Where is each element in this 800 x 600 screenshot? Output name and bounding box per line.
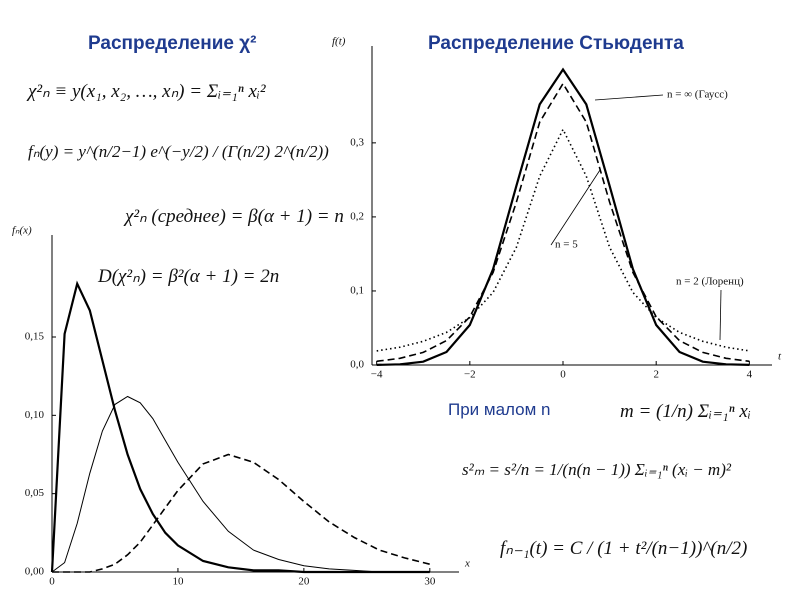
y-tick-label: 0,10 (25, 409, 45, 421)
formula: s²ₘ = s²/n = 1/(n(n − 1)) Σᵢ₌₁ⁿ (xᵢ − m)… (462, 460, 731, 479)
curve (51, 395, 430, 573)
y-tick-label: 0,00 (25, 566, 45, 578)
formula: χ²ₙ ≡ y(x₁, x₂, …, xₙ) = Σᵢ₌₁ⁿ xᵢ² (28, 81, 266, 102)
note: При малом n (448, 400, 551, 419)
x-tick-label: −4 (371, 369, 383, 381)
x-tick-label: 2 (653, 369, 659, 381)
y-tick-label: 0,15 (25, 331, 45, 343)
heading: Распределение Стьюдента (428, 33, 684, 54)
curve (376, 127, 750, 352)
x-tick-label: 0 (49, 576, 55, 588)
formula: fₙ₋₁(t) = C / (1 + t²/(n−1))^(n/2) (500, 538, 748, 559)
arrow (550, 169, 601, 246)
x-tick-label: 0 (560, 369, 566, 381)
legend-label: n = 2 (Лоренц) (676, 276, 744, 288)
curve (376, 82, 750, 363)
formula: χ²ₙ (среднее) = β(α + 1) = n (125, 206, 344, 227)
y-tick-label: 0,2 (350, 210, 364, 222)
curve (52, 453, 430, 573)
legend-label: n = ∞ (Гаусс) (667, 89, 728, 101)
heading: Распределение χ² (88, 33, 257, 54)
x-axis-label: x (464, 558, 470, 570)
curve (50, 280, 430, 574)
formula: D(χ²ₙ) = β²(α + 1) = 2n (98, 266, 280, 287)
curve (376, 67, 750, 366)
formula: fₙ(y) = y^(n/2−1) e^(−y/2) / (Γ(n/2) 2^(… (28, 142, 329, 161)
y-tick-label: 0,3 (350, 136, 364, 148)
y-tick-label: 0,1 (350, 284, 364, 296)
x-axis-label: t (778, 351, 782, 363)
y-tick-label: 0,0 (350, 359, 364, 371)
arrow (719, 289, 722, 341)
x-tick-label: 30 (424, 576, 436, 588)
x-tick-label: 4 (747, 369, 753, 381)
y-tick-label: 0,05 (25, 487, 45, 499)
x-tick-label: −2 (464, 369, 476, 381)
y-axis-label: f(t) (332, 36, 346, 48)
arrow (594, 94, 664, 101)
x-tick-label: 10 (172, 576, 184, 588)
legend-label: n = 5 (555, 239, 578, 251)
y-axis-label: fₙ(x) (12, 225, 32, 237)
x-tick-label: 20 (298, 576, 310, 588)
formula: m = (1/n) Σᵢ₌₁ⁿ xᵢ (620, 401, 751, 422)
